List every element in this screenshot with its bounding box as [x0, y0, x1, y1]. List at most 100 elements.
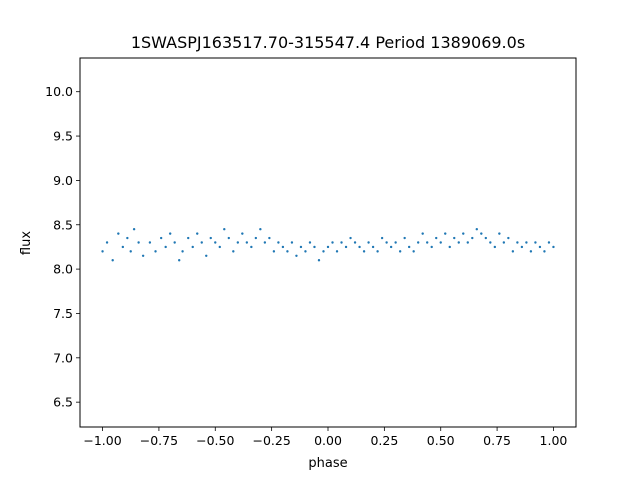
data-point: [259, 227, 262, 231]
data-point: [148, 241, 152, 244]
data-point: [407, 245, 411, 249]
data-point: [181, 250, 184, 253]
x-tick-label: 1.00: [540, 433, 568, 448]
data-point: [168, 232, 172, 235]
data-point: [340, 241, 343, 244]
data-point: [394, 241, 397, 244]
x-tick-label: −0.25: [252, 433, 290, 448]
data-point: [254, 236, 258, 240]
data-point: [200, 241, 203, 244]
data-point: [471, 236, 474, 240]
data-point: [277, 241, 280, 244]
data-point: [317, 259, 321, 262]
data-point: [263, 241, 267, 244]
data-point: [117, 232, 120, 235]
data-point: [502, 241, 506, 244]
data-point: [196, 232, 199, 235]
data-point: [529, 250, 533, 253]
data-point: [493, 245, 497, 249]
data-point: [475, 227, 478, 231]
x-tick-label: 0.75: [483, 433, 511, 448]
y-tick-label: 8.0: [53, 262, 73, 277]
y-tick-label: 7.5: [53, 306, 73, 321]
data-point: [371, 245, 375, 249]
data-point: [322, 250, 325, 253]
data-point: [385, 241, 388, 244]
data-point: [430, 245, 433, 249]
data-point: [462, 232, 465, 235]
data-point: [538, 245, 542, 249]
data-point: [121, 245, 125, 249]
data-point: [525, 241, 528, 244]
data-point: [250, 245, 253, 249]
data-point: [154, 250, 157, 253]
y-axis: 6.5 7.0 7.5 8.0 8.5 9.0 9.5 10.0: [45, 84, 80, 410]
data-point: [353, 241, 357, 244]
data-point: [416, 241, 420, 244]
data-point: [326, 245, 330, 249]
data-point: [389, 245, 393, 249]
data-point: [295, 254, 298, 258]
x-tick-label: 0.00: [314, 433, 342, 448]
data-point: [111, 259, 114, 262]
data-point: [308, 241, 312, 244]
data-point: [178, 259, 181, 262]
data-point: [218, 245, 221, 249]
data-point: [362, 250, 366, 253]
data-point: [304, 250, 307, 253]
data-point: [214, 241, 217, 244]
data-point: [453, 236, 456, 240]
x-axis: −1.00 −0.75 −0.50 −0.25 0.00 0.25 0.50 0.75 1.00: [83, 427, 567, 448]
y-tick-label: 6.5: [53, 395, 73, 410]
data-point: [398, 250, 402, 253]
data-point: [552, 245, 555, 249]
data-point: [444, 232, 447, 235]
data-point: [349, 236, 352, 240]
data-point: [101, 250, 104, 253]
data-points: [101, 227, 555, 262]
data-point: [232, 250, 235, 253]
data-point: [105, 241, 109, 244]
data-point: [489, 241, 492, 244]
chart-title: 1SWASPJ163517.70-315547.4 Period 1389069…: [131, 33, 525, 52]
data-point: [137, 241, 140, 244]
data-point: [344, 245, 348, 249]
data-point: [331, 241, 334, 244]
data-point: [223, 227, 226, 231]
data-point: [435, 236, 438, 240]
data-point: [245, 241, 249, 244]
data-point: [403, 236, 406, 240]
data-point: [466, 241, 469, 244]
data-point: [290, 241, 294, 244]
data-point: [159, 236, 163, 240]
data-point: [498, 232, 501, 235]
data-point: [439, 241, 442, 244]
data-point: [268, 236, 271, 240]
data-point: [313, 245, 316, 249]
data-point: [484, 236, 488, 240]
data-point: [227, 236, 230, 240]
data-point: [426, 241, 429, 244]
x-tick-label: −0.75: [140, 433, 178, 448]
data-point: [164, 245, 167, 249]
data-point: [205, 254, 208, 258]
data-point: [241, 232, 244, 235]
data-point: [367, 241, 370, 244]
data-point: [191, 245, 194, 249]
y-axis-label: flux: [19, 231, 34, 255]
data-point: [209, 236, 212, 240]
data-point: [412, 250, 415, 253]
data-point: [520, 245, 524, 249]
data-point: [281, 245, 285, 249]
data-point: [132, 227, 136, 231]
data-point: [236, 241, 240, 244]
x-tick-label: 0.25: [370, 433, 398, 448]
y-tick-label: 7.0: [53, 350, 73, 365]
data-point: [480, 232, 483, 235]
data-point: [516, 241, 519, 244]
x-axis-label: phase: [308, 456, 347, 471]
data-point: [421, 232, 424, 235]
data-point: [457, 241, 460, 244]
data-point: [547, 241, 551, 244]
